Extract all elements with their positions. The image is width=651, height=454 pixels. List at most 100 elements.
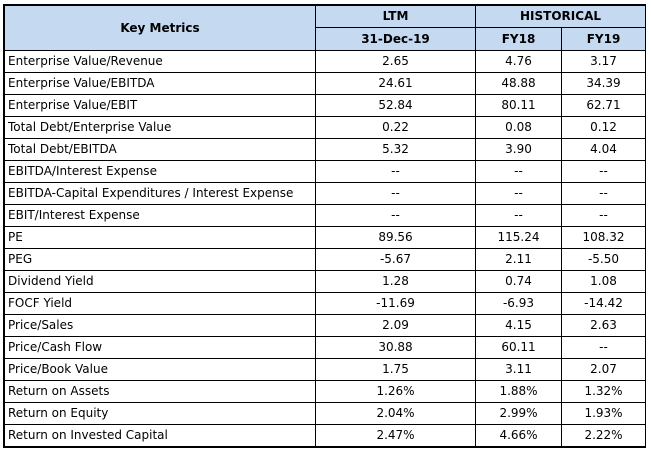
table-row: Enterprise Value/Revenue 2.65 4.76 3.17 — [4, 50, 647, 73]
table-row: EBIT/Interest Expense -- -- -- — [4, 204, 647, 227]
ltm-value: -5.67 — [315, 248, 476, 271]
metric-label: Price/Book Value — [4, 358, 316, 381]
fy19-value: 2.22% — [560, 424, 647, 447]
key-metrics-header: Key Metrics — [4, 5, 316, 51]
fy19-value: -- — [560, 160, 647, 183]
fy18-value: -- — [475, 182, 562, 205]
ltm-header: LTM — [315, 5, 476, 28]
ltm-value: 2.47% — [315, 424, 476, 447]
fy18-value: -6.93 — [475, 292, 562, 315]
ltm-value: 1.26% — [315, 380, 476, 403]
fy19-value: 62.71 — [560, 94, 647, 117]
table-row: PE 89.56 115.24 108.32 — [4, 226, 647, 249]
table-body: Enterprise Value/Revenue 2.65 4.76 3.17 Ente… — [4, 50, 647, 447]
ltm-value: -- — [315, 182, 476, 205]
fy18-value: 0.08 — [475, 116, 562, 139]
ltm-value: 1.28 — [315, 270, 476, 293]
header-row-bottom: 31-Dec-19 FY18 FY19 — [5, 27, 647, 51]
fy18-header: FY18 — [475, 27, 562, 51]
metric-label: Return on Equity — [4, 402, 316, 425]
ltm-value: 2.65 — [315, 50, 476, 73]
fy18-value: -- — [475, 204, 562, 227]
metric-label: Price/Cash Flow — [4, 336, 316, 359]
ltm-value: 5.32 — [315, 138, 476, 161]
fy18-value: 0.74 — [475, 270, 562, 293]
metric-label: Price/Sales — [4, 314, 316, 337]
metric-label: FOCF Yield — [4, 292, 316, 315]
ltm-value: 1.75 — [315, 358, 476, 381]
table-row: Dividend Yield 1.28 0.74 1.08 — [4, 270, 647, 293]
ltm-value: 52.84 — [315, 94, 476, 117]
fy18-value: 1.88% — [475, 380, 562, 403]
metric-label: EBIT/Interest Expense — [4, 204, 316, 227]
ltm-date-header: 31-Dec-19 — [315, 27, 476, 51]
historical-header: HISTORICAL — [474, 5, 647, 28]
table-row: FOCF Yield -11.69 -6.93 -14.42 — [4, 292, 647, 315]
ltm-value: -- — [315, 204, 476, 227]
fy18-value: 80.11 — [475, 94, 562, 117]
fy19-value: 2.63 — [560, 314, 647, 337]
fy19-value: 3.17 — [560, 50, 647, 73]
metric-label: Dividend Yield — [4, 270, 316, 293]
key-metrics-table-frame: Key Metrics LTM HISTORICAL 31-Dec-19 FY1… — [3, 4, 647, 448]
metric-label: Total Debt/EBITDA — [4, 138, 316, 161]
ltm-value: 30.88 — [315, 336, 476, 359]
key-metrics-table: Key Metrics LTM HISTORICAL 31-Dec-19 FY1… — [4, 5, 647, 447]
table-row: Total Debt/EBITDA 5.32 3.90 4.04 — [4, 138, 647, 161]
fy18-value: 3.90 — [475, 138, 562, 161]
table-row: Return on Invested Capital 2.47% 4.66% 2.22… — [4, 424, 647, 447]
ltm-value: -11.69 — [315, 292, 476, 315]
metric-label: Total Debt/Enterprise Value — [4, 116, 316, 139]
ltm-value: 24.61 — [315, 72, 476, 95]
metric-label: PE — [4, 226, 316, 249]
fy18-value: 60.11 — [475, 336, 562, 359]
ltm-value: 89.56 — [315, 226, 476, 249]
table-row: EBITDA/Interest Expense -- -- -- — [4, 160, 647, 183]
metric-label: PEG — [4, 248, 316, 271]
fy19-header: FY19 — [560, 27, 647, 51]
table-row: Return on Assets 1.26% 1.88% 1.32% — [4, 380, 647, 403]
table-row: EBITDA-Capital Expenditures / Interest E… — [4, 182, 647, 205]
table-row: Enterprise Value/EBITDA 24.61 48.88 34.39 — [4, 72, 647, 95]
metric-label: EBITDA/Interest Expense — [4, 160, 316, 183]
fy18-value: 2.11 — [475, 248, 562, 271]
metric-label: Enterprise Value/EBIT — [4, 94, 316, 117]
fy19-value: -- — [560, 204, 647, 227]
table-row: Return on Equity 2.04% 2.99% 1.93% — [4, 402, 647, 425]
ltm-value: 2.09 — [315, 314, 476, 337]
fy18-value: 48.88 — [475, 72, 562, 95]
fy19-value: 1.08 — [560, 270, 647, 293]
metric-label: Return on Invested Capital — [4, 424, 316, 447]
fy18-value: 4.76 — [475, 50, 562, 73]
fy19-value: 108.32 — [560, 226, 647, 249]
table-header: Key Metrics LTM HISTORICAL 31-Dec-19 FY1… — [4, 5, 647, 51]
fy19-value: -- — [560, 182, 647, 205]
fy19-value: 0.12 — [560, 116, 647, 139]
metric-label: Enterprise Value/EBITDA — [4, 72, 316, 95]
fy19-value: -5.50 — [560, 248, 647, 271]
fy18-value: 4.66% — [475, 424, 562, 447]
fy19-value: 34.39 — [560, 72, 647, 95]
fy19-value: -- — [560, 336, 647, 359]
metric-label: EBITDA-Capital Expenditures / Interest E… — [4, 182, 316, 205]
fy19-value: 1.32% — [560, 380, 647, 403]
fy19-value: 4.04 — [560, 138, 647, 161]
ltm-value: 2.04% — [315, 402, 476, 425]
table-row: PEG -5.67 2.11 -5.50 — [4, 248, 647, 271]
fy19-value: 1.93% — [560, 402, 647, 425]
fy18-value: 115.24 — [475, 226, 562, 249]
fy18-value: 2.99% — [475, 402, 562, 425]
fy18-value: -- — [475, 160, 562, 183]
fy18-value: 4.15 — [475, 314, 562, 337]
metric-label: Return on Assets — [4, 380, 316, 403]
fy19-value: -14.42 — [560, 292, 647, 315]
ltm-value: -- — [315, 160, 476, 183]
ltm-value: 0.22 — [315, 116, 476, 139]
fy18-value: 3.11 — [475, 358, 562, 381]
metric-label: Enterprise Value/Revenue — [4, 50, 316, 73]
table-row: Total Debt/Enterprise Value 0.22 0.08 0.12 — [4, 116, 647, 139]
header-row-top: Key Metrics LTM HISTORICAL — [4, 5, 647, 51]
table-row: Price/Sales 2.09 4.15 2.63 — [4, 314, 647, 337]
fy19-value: 2.07 — [560, 358, 647, 381]
table-row: Price/Book Value 1.75 3.11 2.07 — [4, 358, 647, 381]
